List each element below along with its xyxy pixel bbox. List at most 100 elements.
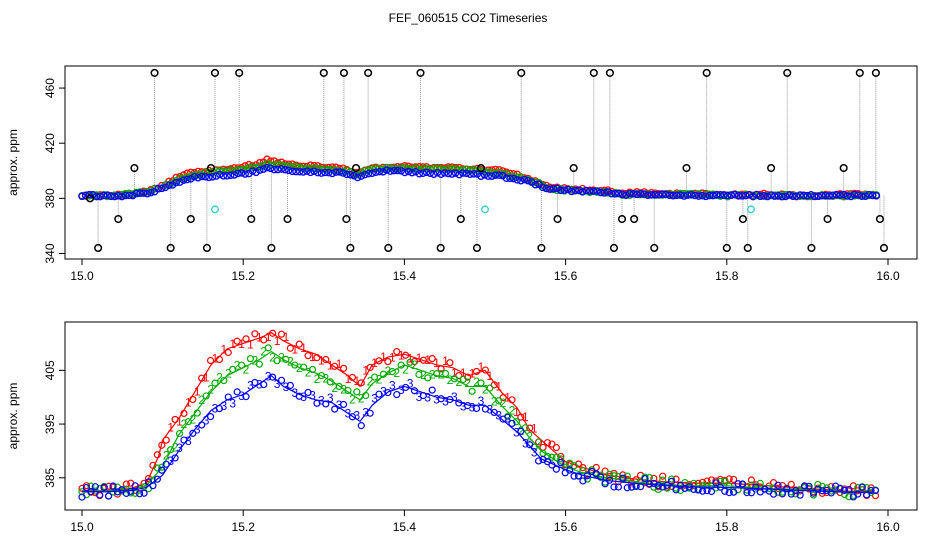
series-3-point (346, 170, 355, 179)
series-3-point (144, 478, 153, 486)
series-2-point (237, 361, 246, 369)
series-3-point (162, 460, 170, 468)
series-3-point (366, 409, 374, 417)
series-3-point (357, 422, 365, 430)
outlier-point (589, 68, 598, 77)
series-3-point (331, 405, 339, 413)
series-3-point (810, 192, 819, 201)
series-3-point (121, 191, 130, 200)
outlier-point (650, 243, 659, 253)
outlier-point (150, 68, 159, 77)
series-2-glyph: 2 (358, 391, 365, 405)
series-3-point (564, 185, 572, 194)
series-3-point (364, 169, 373, 178)
series-1-glyph: 1 (531, 421, 538, 435)
series-1-glyph: 1 (354, 374, 361, 388)
series-3-point (361, 170, 369, 179)
series-3-point (114, 192, 123, 200)
series-3-point (480, 171, 489, 179)
figure-title: FEF_060515 CO2 Timeseries (389, 11, 548, 25)
series-3-point (131, 482, 139, 490)
outlier-point (364, 68, 373, 77)
series-1-glyph: 1 (336, 357, 343, 371)
y-tick-label: 385 (43, 467, 57, 487)
series-3-glyph: 3 (256, 378, 263, 392)
series-3-point (472, 404, 481, 413)
series-3-point (87, 488, 95, 496)
series-3-point (251, 378, 259, 387)
series-1-glyph: 1 (522, 410, 529, 424)
series-2-point (406, 358, 414, 366)
series-3-point (269, 373, 277, 381)
series-2-point (548, 453, 556, 461)
series-3-point (390, 166, 398, 175)
series-1-point (508, 396, 516, 404)
series-3-glyph: 3 (522, 436, 529, 450)
series-3-point (843, 192, 852, 200)
series-2-point (295, 163, 304, 172)
series-3-glyph: 3 (345, 407, 352, 421)
series-3-point (335, 168, 344, 176)
series-2-glyph: 2 (438, 368, 445, 382)
series-1-point (322, 355, 330, 364)
series-2-glyph: 2 (243, 362, 250, 376)
series-3-point (153, 475, 161, 483)
series-2-point (486, 384, 494, 392)
series-3-point (604, 188, 612, 196)
series-1-glyph: 1 (309, 350, 316, 364)
series-3-point (437, 170, 445, 179)
series-1-point (366, 363, 374, 372)
series-2-point (277, 161, 286, 169)
series-3-point (659, 483, 667, 491)
series-3-point (825, 192, 833, 200)
x-tick-label: 15.6 (554, 520, 578, 534)
series-2-glyph: 2 (393, 366, 400, 380)
series-3-point (800, 191, 808, 200)
series-3-point (404, 167, 413, 176)
outlier-point (879, 243, 889, 253)
series-2-glyph: 2 (455, 375, 462, 389)
series-3-point (738, 480, 747, 488)
series-3-point (491, 171, 500, 179)
series-2-point (422, 164, 431, 173)
series-1-glyph: 1 (380, 350, 387, 364)
series-3-point (611, 190, 619, 198)
series-1-glyph: 1 (185, 395, 192, 409)
series-2-point (567, 185, 576, 194)
series-3-point (723, 191, 732, 200)
outlier-point (738, 214, 747, 224)
series-1-point (172, 173, 181, 182)
series-1-glyph: 1 (407, 351, 414, 365)
series-3-point (508, 419, 516, 428)
outlier-point (743, 243, 752, 253)
series-3-point (517, 427, 525, 435)
series-1-point (419, 356, 427, 364)
series-2-point (531, 178, 540, 187)
series-3-glyph: 3 (318, 393, 325, 407)
series-3-point (85, 190, 94, 199)
series-3-point (96, 491, 104, 499)
series-3-point (230, 171, 239, 179)
series-3-point (596, 188, 605, 197)
series-1-point (787, 480, 795, 488)
series-1-glyph: 1 (398, 348, 405, 362)
series-3-point (783, 485, 791, 493)
series-3-point (669, 191, 677, 200)
series-3-point (419, 169, 427, 177)
outlier-point (94, 243, 103, 253)
series-2-point (468, 387, 476, 395)
series-2-point (459, 375, 467, 384)
series-3-point (818, 191, 826, 200)
series-3-point (534, 457, 543, 465)
series-3-point (100, 191, 108, 200)
series-3-point (725, 489, 733, 497)
series-3-glyph: 3 (212, 401, 219, 415)
series-3-point (628, 483, 636, 491)
series-1-point (153, 451, 161, 459)
series-2-point (570, 462, 578, 470)
series-1-point (534, 438, 543, 446)
series-3-glyph: 3 (433, 392, 440, 406)
series-1-glyph: 1 (389, 351, 396, 365)
series-2-glyph: 2 (278, 350, 285, 364)
series-3-glyph: 3 (221, 399, 228, 413)
